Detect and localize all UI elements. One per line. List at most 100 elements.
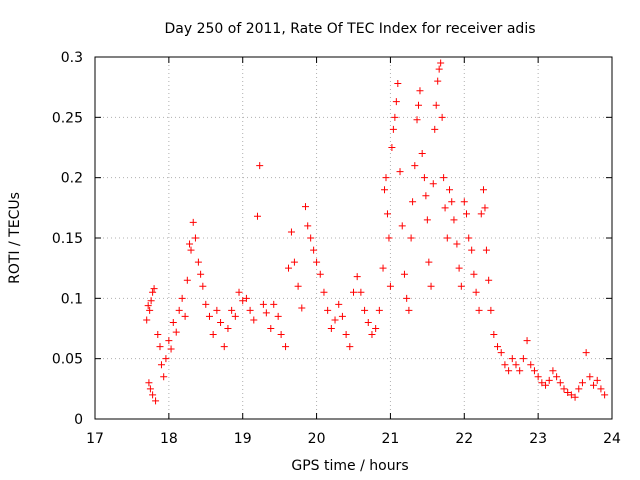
y-axis-title: ROTI / TECUs [7, 192, 23, 284]
data-point [590, 381, 598, 389]
data-point [494, 343, 502, 351]
data-point [156, 343, 164, 351]
data-point [381, 186, 389, 194]
data-point [175, 306, 183, 314]
data-point [202, 300, 210, 308]
data-point [519, 355, 527, 363]
data-point [147, 297, 155, 305]
data-point [165, 337, 173, 345]
data-point [372, 325, 380, 332]
data-point [274, 312, 282, 320]
data-point [342, 331, 350, 339]
data-point [527, 361, 535, 369]
data-point [413, 116, 421, 124]
data-point [575, 385, 583, 393]
data-point [407, 234, 415, 242]
data-point [316, 270, 324, 278]
data-point [285, 264, 293, 272]
x-tick-label: 20 [308, 431, 326, 447]
data-point [152, 397, 160, 405]
data-point [497, 349, 505, 357]
data-point [414, 101, 422, 109]
y-tick-label: 0 [74, 412, 83, 428]
data-point [301, 203, 309, 211]
x-tick-label: 17 [86, 431, 104, 447]
data-point [435, 65, 443, 73]
data-point [382, 174, 390, 182]
data-point [434, 77, 442, 85]
data-point [431, 125, 439, 133]
data-point [505, 367, 513, 375]
data-point [538, 379, 546, 387]
x-tick-labels: 17 18 19 20 21 22 23 24 [86, 431, 621, 447]
data-point [346, 343, 354, 351]
data-point [149, 288, 157, 296]
data-point [143, 316, 151, 324]
data-point [512, 361, 520, 369]
data-point [282, 343, 290, 351]
data-point [183, 276, 191, 284]
y-tick-labels: 0 0.05 0.1 0.15 0.2 0.25 0.3 [52, 50, 83, 428]
data-point [405, 306, 413, 314]
data-point [481, 204, 489, 212]
y-tick-label: 0.15 [52, 231, 83, 247]
data-point [440, 174, 448, 182]
data-point [438, 113, 446, 121]
y-tick-label: 0.05 [52, 352, 83, 368]
y-tick-label: 0.2 [61, 171, 83, 187]
data-point [160, 373, 168, 381]
data-point [455, 264, 463, 272]
data-point [235, 288, 243, 296]
data-point [144, 302, 152, 310]
y-tick-label: 0.1 [61, 291, 83, 307]
data-point [396, 168, 404, 176]
data-point [416, 87, 424, 95]
data-point [553, 373, 561, 381]
data-point [386, 282, 394, 290]
data-point [242, 294, 250, 302]
data-point [485, 276, 493, 284]
x-tick-label: 22 [455, 431, 473, 447]
data-point [353, 273, 361, 281]
data-point [331, 316, 339, 324]
data-point [556, 379, 564, 387]
data-point [477, 210, 485, 218]
data-point [169, 318, 177, 326]
x-tick-label: 18 [160, 431, 178, 447]
data-point [441, 204, 449, 212]
data-point [423, 216, 431, 224]
data-point [154, 331, 162, 339]
grid-lines [95, 57, 612, 419]
data-point [307, 234, 315, 242]
data-point [482, 246, 490, 254]
data-point [597, 385, 605, 393]
data-point [313, 258, 321, 266]
data-point [181, 312, 189, 320]
data-point [388, 144, 396, 151]
data-point [304, 222, 312, 230]
data-point [194, 258, 202, 266]
data-point [277, 331, 285, 339]
data-point [411, 162, 419, 170]
data-point [385, 234, 393, 242]
axis-ticks [94, 56, 613, 420]
data-point [149, 391, 157, 399]
data-point [338, 312, 346, 320]
data-point [294, 282, 302, 290]
plot-frame [94, 56, 613, 420]
data-point [409, 198, 417, 206]
data-point [479, 186, 487, 194]
data-point [487, 306, 495, 314]
data-point [178, 294, 186, 302]
data-point [375, 306, 383, 314]
x-axis-title: GPS time / hours [291, 458, 408, 474]
data-point [567, 391, 575, 399]
data-point [187, 246, 195, 254]
data-point [448, 198, 456, 206]
data-point [145, 379, 153, 387]
x-tick-label: 23 [529, 431, 547, 447]
data-point [270, 300, 278, 308]
data-point [403, 294, 411, 302]
data-point [383, 210, 391, 218]
data-point [259, 300, 267, 308]
